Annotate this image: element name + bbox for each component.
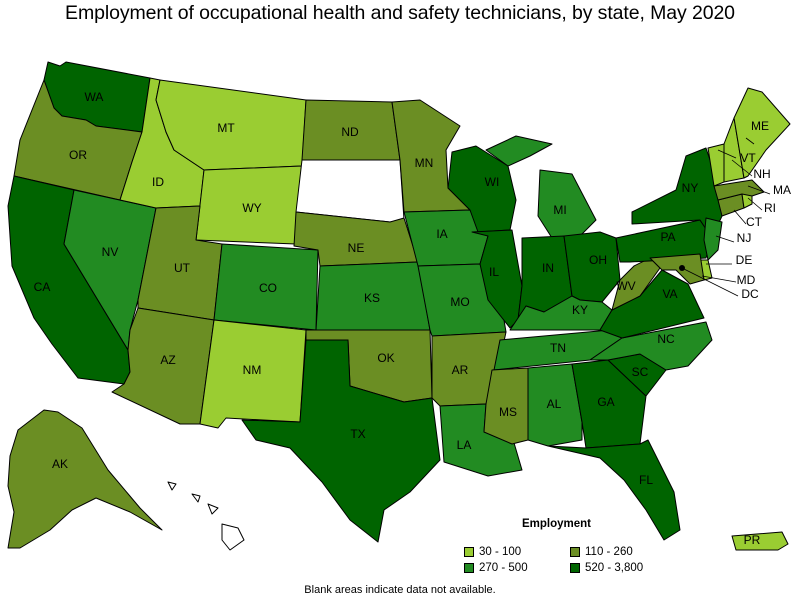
state-label-mo: MO	[450, 295, 469, 309]
state-label-wi: WI	[485, 175, 500, 189]
state-label-ar: AR	[452, 363, 469, 377]
state-label-ut: UT	[174, 261, 191, 275]
state-label-tn: TN	[550, 341, 566, 355]
state-label-wy: WY	[242, 201, 261, 215]
state-label-fl: FL	[639, 473, 653, 487]
state-label-me: ME	[751, 119, 769, 133]
state-label-co: CO	[259, 281, 277, 295]
state-label-ok: OK	[377, 351, 394, 365]
state-md	[649, 253, 705, 285]
state-label-in: IN	[542, 261, 554, 275]
legend-swatch-3	[570, 563, 580, 573]
leader-lines	[681, 137, 771, 297]
state-pr	[731, 531, 789, 551]
state-label-ny: NY	[682, 181, 699, 195]
state-me	[733, 87, 791, 179]
state-label-ms: MS	[499, 405, 517, 419]
state-label-az: AZ	[160, 353, 175, 367]
state-hi	[167, 481, 245, 551]
state-ak	[7, 409, 163, 549]
state-il	[471, 229, 523, 329]
state-label-de: DE	[736, 253, 753, 267]
state-label-va: VA	[662, 287, 677, 301]
state-nc	[589, 321, 713, 371]
legend-label-1: 110 - 260	[585, 546, 633, 558]
state-label-pr: PR	[744, 533, 761, 547]
state-label-mi: MI	[553, 203, 566, 217]
state-label-pa: PA	[660, 230, 675, 244]
state-label-ca: CA	[34, 280, 51, 294]
legend-label-0: 30 - 100	[479, 546, 522, 558]
state-label-dc: DC	[741, 287, 759, 301]
legend-swatch-2	[464, 563, 474, 573]
state-ma	[713, 179, 765, 201]
state-label-ma: MA	[773, 183, 791, 197]
state-sd	[295, 159, 405, 223]
state-label-al: AL	[547, 397, 562, 411]
state-label-id: ID	[152, 175, 164, 189]
state-label-ga: GA	[597, 395, 614, 409]
legend-item-2: 270 - 500	[464, 562, 528, 574]
state-label-ne: NE	[348, 241, 365, 255]
state-label-la: LA	[457, 438, 472, 452]
state-label-vt: VT	[740, 151, 756, 165]
state-label-or: OR	[69, 148, 87, 162]
footnote: Blank areas indicate data not available.	[304, 584, 496, 596]
state-label-wv: WV	[616, 279, 635, 293]
state-oh	[563, 231, 621, 303]
state-label-nc: NC	[657, 332, 675, 346]
state-label-md: MD	[737, 273, 756, 287]
state-label-oh: OH	[589, 253, 607, 267]
state-label-nv: NV	[102, 245, 119, 259]
state-fl	[547, 439, 681, 541]
state-label-ks: KS	[364, 291, 380, 305]
legend-item-3: 520 - 3,800	[570, 562, 643, 574]
state-label-ky: KY	[572, 303, 588, 317]
legend-title: Employment	[522, 518, 592, 530]
state-label-mn: MN	[415, 156, 434, 170]
legend-swatch-1	[570, 547, 580, 557]
legend-item-0: 30 - 100	[464, 546, 521, 558]
state-label-nm: NM	[243, 363, 262, 377]
state-label-ia: IA	[436, 227, 447, 241]
state-label-ct: CT	[746, 215, 763, 229]
state-label-ri: RI	[764, 201, 776, 215]
state-label-il: IL	[489, 265, 499, 279]
state-label-nj: NJ	[737, 231, 752, 245]
map-title: Employment of occupational health and sa…	[65, 2, 735, 24]
legend-swatch-0	[464, 547, 474, 557]
state-labels: WA OR CA NV ID MT WY UT AZ CO NM ND NE KS OK TX MN IA MO AR…	[34, 90, 791, 547]
state-label-tx: TX	[350, 427, 365, 441]
dc-marker	[679, 265, 685, 271]
state-label-wa: WA	[85, 90, 104, 104]
state-label-sc: SC	[632, 365, 649, 379]
state-label-mt: MT	[217, 121, 235, 135]
state-tx	[241, 339, 441, 543]
state-label-ak: AK	[52, 457, 68, 471]
legend-label-2: 270 - 500	[479, 562, 528, 574]
legend-item-1: 110 - 260	[570, 546, 633, 558]
state-nj	[703, 217, 723, 261]
legend-label-3: 520 - 3,800	[585, 562, 644, 574]
state-label-nd: ND	[341, 125, 359, 139]
state-label-nh: NH	[753, 167, 770, 181]
